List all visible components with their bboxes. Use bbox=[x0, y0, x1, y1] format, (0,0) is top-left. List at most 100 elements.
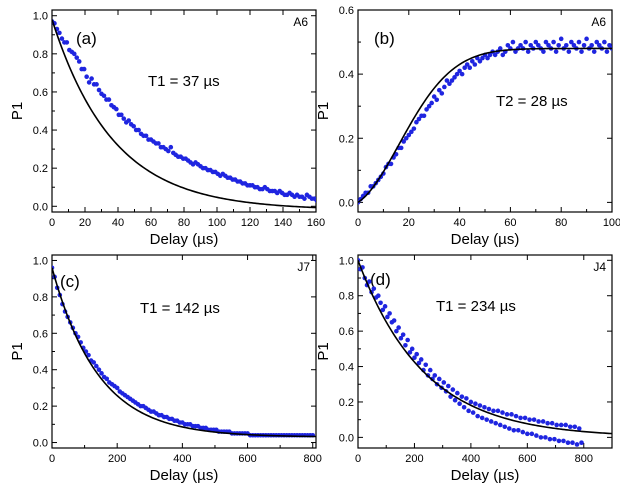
y-tick-label: 1.0 bbox=[339, 255, 354, 267]
data-point bbox=[400, 332, 406, 337]
data-point bbox=[432, 373, 438, 378]
fit-curve bbox=[358, 260, 612, 435]
data-point bbox=[314, 198, 316, 203]
data-point bbox=[380, 307, 386, 313]
x-tick-label: 800 bbox=[575, 453, 593, 465]
data-point bbox=[101, 93, 107, 99]
sample-tag: J4 bbox=[593, 260, 606, 274]
data-point bbox=[462, 65, 467, 71]
data-point bbox=[513, 413, 519, 419]
data-point bbox=[504, 412, 510, 417]
data-point bbox=[594, 39, 600, 45]
data-point bbox=[396, 204, 401, 209]
data-point bbox=[429, 100, 434, 106]
data-point bbox=[479, 415, 485, 421]
y-tick-label: 0.2 bbox=[33, 401, 48, 413]
data-layer bbox=[52, 265, 316, 438]
data-point bbox=[403, 343, 408, 348]
data-point bbox=[76, 59, 82, 64]
data-point bbox=[414, 119, 419, 125]
data-point bbox=[166, 148, 171, 154]
data-point bbox=[457, 68, 462, 74]
data-point bbox=[86, 80, 92, 85]
data-point bbox=[121, 116, 127, 121]
data-point bbox=[434, 97, 440, 103]
data-point bbox=[525, 49, 531, 54]
data-point bbox=[114, 385, 120, 391]
data-point bbox=[472, 62, 478, 67]
x-axis-label: Delay (µs) bbox=[451, 467, 520, 484]
panel-tag: (b) bbox=[374, 29, 395, 48]
data-point bbox=[475, 413, 480, 419]
data-point bbox=[96, 87, 102, 93]
y-tick-label: 0.6 bbox=[33, 328, 48, 340]
data-point bbox=[376, 202, 381, 207]
x-tick-label: 80 bbox=[555, 217, 567, 229]
data-point bbox=[327, 198, 332, 203]
data-point bbox=[467, 65, 473, 71]
x-tick-label: 20 bbox=[403, 217, 415, 229]
data-point bbox=[399, 202, 404, 207]
y-tick-label: 0.0 bbox=[339, 432, 354, 444]
data-point bbox=[511, 427, 517, 433]
data-point bbox=[500, 52, 506, 58]
y-axis-label: P1 bbox=[9, 342, 26, 360]
data-point bbox=[457, 401, 462, 407]
x-tick-label: 60 bbox=[145, 217, 157, 229]
data-point bbox=[556, 42, 561, 48]
data-point bbox=[446, 383, 451, 389]
data-point bbox=[492, 52, 498, 58]
data-point bbox=[597, 42, 602, 48]
data-point bbox=[482, 404, 487, 410]
data-point bbox=[64, 40, 70, 45]
data-point bbox=[536, 419, 541, 424]
data-point bbox=[322, 198, 327, 203]
data-point bbox=[486, 406, 492, 412]
data-point bbox=[409, 202, 414, 207]
x-tick-label: 0 bbox=[49, 453, 55, 465]
y-tick-label: 0.0 bbox=[33, 438, 48, 450]
panel-tag: (a) bbox=[76, 29, 97, 48]
data-point bbox=[589, 42, 594, 48]
data-point bbox=[416, 360, 422, 366]
data-point bbox=[106, 97, 112, 102]
data-point bbox=[329, 200, 334, 205]
data-point bbox=[91, 360, 97, 365]
y-axis-label: P1 bbox=[315, 102, 332, 120]
data-point bbox=[522, 415, 528, 421]
data-point bbox=[477, 403, 483, 408]
data-point bbox=[431, 94, 437, 99]
data-point bbox=[509, 412, 514, 417]
x-tick-label: 0 bbox=[49, 217, 55, 229]
data-point bbox=[426, 103, 432, 109]
x-tick-label: 40 bbox=[112, 217, 124, 229]
data-point bbox=[531, 417, 537, 422]
data-point bbox=[538, 435, 544, 440]
fit-annotation: T1 = 234 µs bbox=[436, 298, 516, 315]
x-tick-label: 0 bbox=[355, 453, 361, 465]
data-point bbox=[529, 431, 535, 437]
y-tick-label: 0.4 bbox=[33, 125, 48, 137]
data-point bbox=[394, 328, 399, 334]
data-point bbox=[516, 427, 521, 433]
data-point bbox=[385, 314, 390, 320]
data-point bbox=[545, 420, 550, 426]
data-point bbox=[567, 424, 573, 430]
data-point bbox=[398, 335, 404, 341]
data-point bbox=[386, 204, 391, 209]
data-point bbox=[450, 387, 456, 392]
fit-annotation: T2 = 28 µs bbox=[496, 93, 568, 110]
data-layer bbox=[358, 36, 612, 205]
fit-curve bbox=[358, 47, 612, 204]
data-point bbox=[565, 440, 571, 445]
data-point bbox=[572, 424, 578, 430]
data-point bbox=[487, 52, 493, 58]
data-point bbox=[563, 42, 569, 48]
data-point bbox=[94, 363, 99, 369]
data-point bbox=[579, 440, 584, 445]
y-tick-label: 0.2 bbox=[339, 397, 354, 409]
plot-frame bbox=[51, 254, 317, 449]
y-tick-label: 0.4 bbox=[33, 365, 48, 377]
y-tick-label: 1.0 bbox=[33, 11, 48, 23]
data-point bbox=[558, 36, 564, 42]
